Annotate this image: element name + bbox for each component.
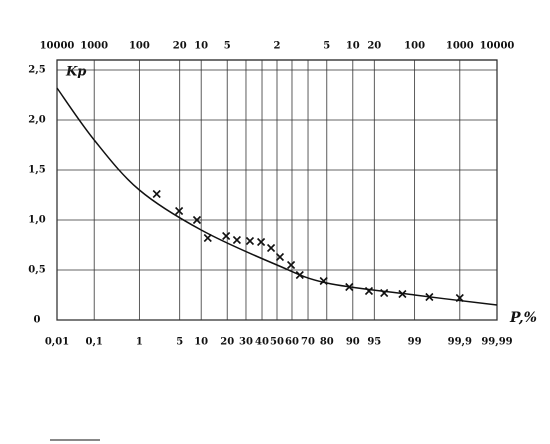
y-tick-label: 2,0: [28, 115, 45, 126]
fitted-curve: [56, 87, 498, 306]
x-tick-label: 1: [136, 337, 143, 348]
top-tick-label: 100: [404, 41, 425, 52]
x-tick-label: 60: [285, 337, 299, 348]
x-tick-label: 99: [408, 337, 422, 348]
data-point: [222, 231, 231, 241]
y-tick-label: 1,5: [28, 165, 45, 176]
x-tick-label: 30: [239, 337, 253, 348]
top-tick-label: 1000: [446, 41, 474, 52]
y-tick-label: 1,0: [28, 215, 45, 226]
data-point: [175, 206, 184, 216]
x-tick-label: 99,99: [481, 337, 512, 348]
top-tick-label: 100: [129, 41, 150, 52]
top-tick-label: 2: [274, 41, 281, 52]
x-tick-label: 0,01: [45, 337, 69, 348]
top-tick-label: 10000: [480, 41, 515, 52]
top-tick-label: 20: [173, 41, 187, 52]
x-tick-label: 95: [367, 337, 381, 348]
data-point: [192, 215, 202, 225]
x-tick-label: 40: [255, 337, 269, 348]
x-tick-label: 70: [301, 337, 315, 348]
x-axis-label: P,%: [509, 310, 537, 326]
top-tick-label: 20: [367, 41, 381, 52]
y-tick-label: 0,5: [28, 265, 45, 276]
data-point: [152, 189, 161, 199]
y-tick-label: 2,5: [28, 65, 45, 76]
data-point: [257, 237, 266, 247]
data-point: [203, 233, 212, 243]
top-tick-label: 10: [346, 41, 360, 52]
x-tick-label: 50: [270, 337, 284, 348]
x-tick-label: 0,1: [85, 337, 102, 348]
data-point: [266, 243, 276, 253]
x-tick-label: 99,9: [448, 337, 472, 348]
top-tick-label: 1000: [80, 41, 108, 52]
top-tick-label: 5: [224, 41, 231, 52]
y-axis-label: Kp: [65, 65, 86, 80]
data-point: [287, 260, 296, 270]
top-tick-label: 10: [194, 41, 208, 52]
x-tick-label: 10: [194, 337, 208, 348]
top-tick-label: 5: [323, 41, 330, 52]
x-tick-label: 90: [346, 337, 360, 348]
data-point: [232, 235, 241, 245]
top-tick-label: 10000: [40, 41, 75, 52]
x-tick-label: 20: [220, 337, 234, 348]
y-tick-label: 0: [34, 315, 41, 326]
data-point: [275, 252, 285, 262]
data-point: [245, 236, 255, 246]
x-tick-label: 5: [176, 337, 183, 348]
x-tick-label: 80: [320, 337, 334, 348]
